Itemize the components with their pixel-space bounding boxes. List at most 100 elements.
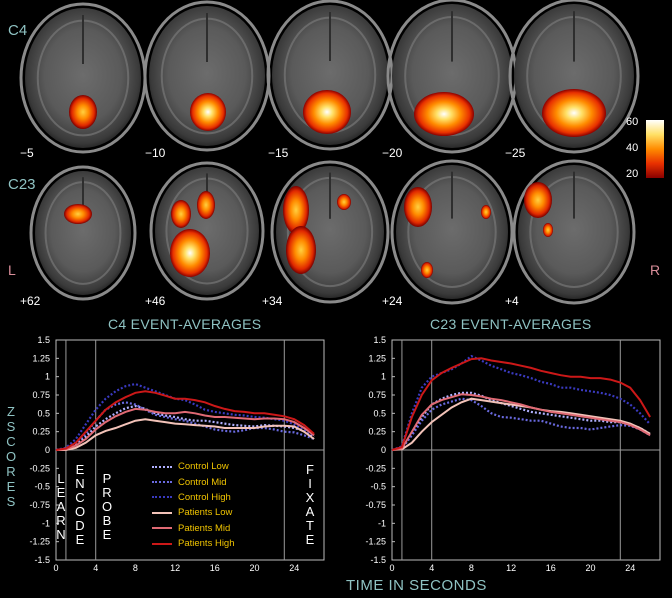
slice-number: +24	[382, 294, 403, 308]
y-tick-label: -1	[378, 518, 386, 528]
series-line	[55, 407, 315, 451]
slice-number: −20	[382, 146, 403, 160]
slice-number: −25	[505, 146, 526, 160]
x-tick-label: 20	[586, 563, 596, 572]
brain-slice	[19, 2, 147, 154]
y-tick-label: -0.75	[365, 500, 386, 510]
activation-blob	[414, 92, 474, 136]
y-tick-label: -0.5	[370, 482, 386, 492]
colorbar-tick: 40	[626, 142, 639, 154]
x-tick-label: 16	[210, 563, 220, 572]
activation-blob	[69, 95, 97, 129]
legend-swatch	[152, 481, 172, 484]
legend-label: Control Low	[178, 461, 229, 473]
chart-c23-event-averages: 1.5 1.25 1 0.75 0.5 0.25 0 -0.25 -0.5 -0.75 -1 -1.2…	[365, 335, 661, 572]
legend-label: Patients Low	[178, 507, 233, 519]
x-tick-label: 8	[133, 563, 138, 572]
legend-item: Control High	[152, 490, 235, 505]
y-tick-label: 1.5	[37, 335, 50, 345]
series-line	[391, 397, 651, 451]
brain-slice	[386, 0, 518, 154]
y-tick-label: -0.25	[29, 463, 50, 473]
legend-item: Patients Mid	[152, 521, 235, 536]
brain-slice	[508, 0, 640, 154]
activation-blob	[171, 200, 191, 228]
series-line	[391, 357, 651, 451]
x-tick-label: 0	[389, 563, 394, 572]
slice-number: +34	[262, 294, 283, 308]
legend-swatch	[152, 465, 172, 468]
x-axis-title: TIME IN SECONDS	[346, 577, 487, 594]
brain-slice	[266, 0, 394, 151]
series-line	[391, 354, 651, 452]
series-line	[55, 382, 315, 452]
y-tick-label: 0.5	[37, 408, 50, 418]
brain-figure: C4 C23 −5 −10 −15 −20 −25 +62 +46 +34 +2…	[8, 0, 664, 308]
chart-title-c23: C23 EVENT-AVERAGES	[430, 316, 592, 332]
y-tick-label: 1	[45, 372, 50, 382]
x-tick-label: 24	[289, 563, 299, 572]
x-tick-label: 12	[170, 563, 180, 572]
legend-item: Control Mid	[152, 474, 235, 489]
legend: Control Low Control Mid Control High Patien…	[152, 459, 235, 551]
brain-slice	[29, 165, 137, 301]
y-tick-label: -1.25	[365, 537, 386, 547]
y-tick-label: -0.75	[29, 500, 50, 510]
activation-blob	[64, 204, 92, 224]
x-tick-label: 20	[250, 563, 260, 572]
y-tick-label: 1.5	[373, 335, 386, 345]
y-tick-label: 1.25	[32, 353, 50, 363]
y-tick-label: -0.5	[34, 482, 50, 492]
row-label-c4: C4	[8, 22, 28, 39]
activation-blob	[481, 205, 491, 219]
x-tick-label: 4	[429, 563, 434, 572]
legend-swatch	[152, 511, 172, 514]
brain-slice	[143, 0, 271, 152]
y-tick-label: -0.25	[365, 463, 386, 473]
activation-blob	[421, 262, 433, 278]
slice-number: +46	[145, 294, 166, 308]
legend-label: Patients High	[178, 538, 235, 550]
series-line	[55, 390, 315, 451]
series-line	[55, 404, 315, 452]
legend-swatch	[152, 527, 172, 530]
legend-item: Patients Low	[152, 505, 235, 520]
legend-label: Control Mid	[178, 476, 227, 488]
colorbar-tick: 20	[626, 168, 639, 180]
colorbar-tick: 60	[626, 116, 639, 128]
activation-blob	[337, 194, 351, 210]
slice-number: −5	[20, 146, 34, 160]
legend-label: Patients Mid	[178, 522, 231, 534]
y-tick-label: -1.5	[34, 555, 50, 565]
legend-swatch	[152, 496, 172, 499]
slice-number: −10	[145, 146, 166, 160]
y-tick-label: 0.25	[368, 427, 386, 437]
series-line	[56, 418, 315, 451]
y-tick-label: 1.25	[368, 353, 386, 363]
right-hemisphere-marker: R	[650, 262, 661, 278]
brain-slice	[512, 159, 636, 305]
series-line	[391, 391, 651, 452]
slice-number: +4	[505, 294, 519, 308]
brain-slice	[270, 160, 390, 304]
x-tick-label: 4	[93, 563, 98, 572]
y-tick-label: -1.5	[370, 555, 386, 565]
activation-blob	[283, 186, 309, 234]
brain-slice	[149, 161, 265, 301]
colorbar	[646, 120, 664, 178]
activation-blob	[303, 90, 351, 134]
y-tick-label: 0.75	[368, 390, 386, 400]
y-tick-label: 1	[381, 372, 386, 382]
activation-blob	[197, 191, 215, 219]
chart-c4-event-averages: 1.5 1.25 1 0.75 0.5 0.25 0 -0.25 -0.5 -0.75 -1 -1.2…	[29, 335, 325, 572]
activation-blob	[524, 182, 552, 218]
activation-blob	[542, 89, 606, 137]
slice-number: −15	[268, 146, 289, 160]
y-tick-label: -1	[42, 518, 50, 528]
brain-slices	[19, 0, 640, 305]
y-tick-label: 0.25	[32, 427, 50, 437]
